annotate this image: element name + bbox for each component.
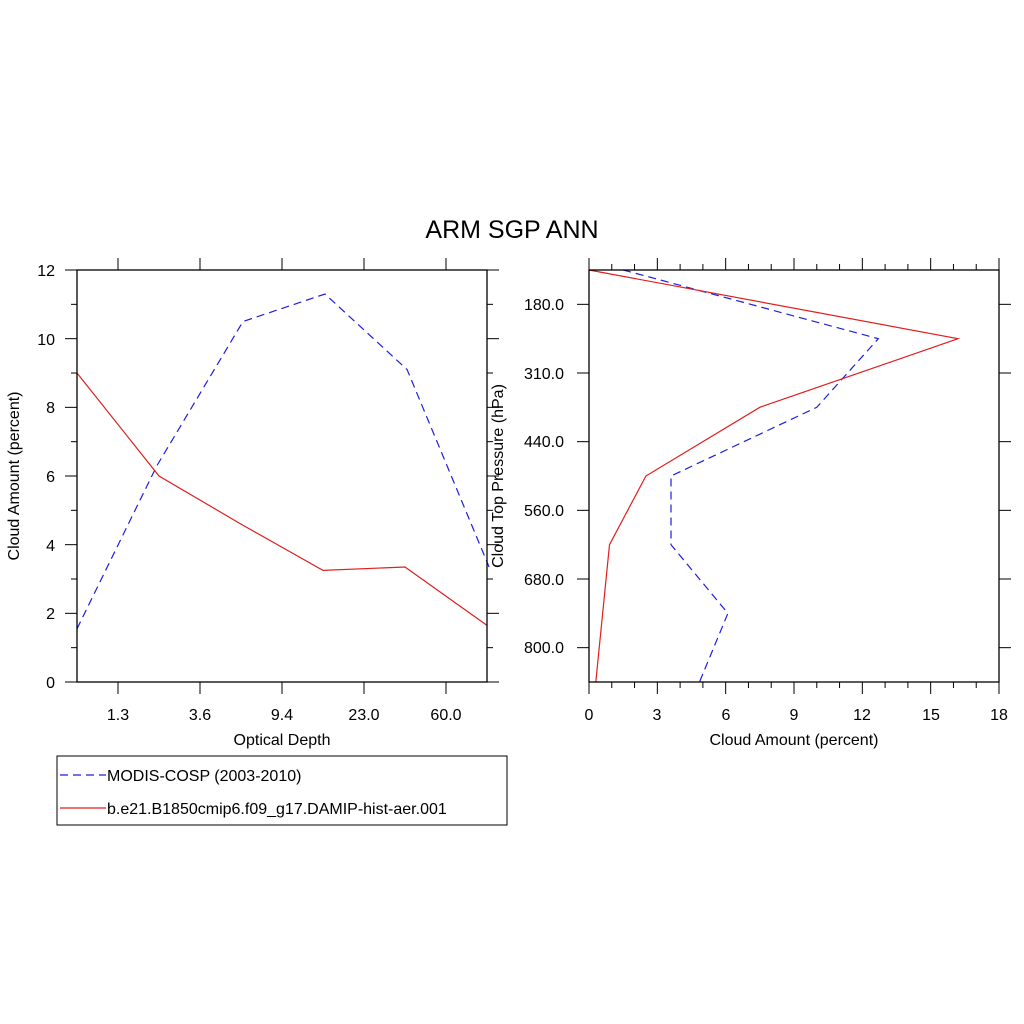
right-x-tick-label: 18 (990, 707, 1008, 724)
figure-title: ARM SGP ANN (425, 216, 598, 244)
series-line-obs (76, 293, 490, 630)
right-y-axis-label: Cloud Top Pressure (hPa) (490, 384, 507, 568)
right-x-tick-label: 6 (722, 707, 731, 724)
left-y-tick-label: 0 (46, 675, 55, 692)
left-x-axis-label: Optical Depth (234, 732, 331, 749)
left-x-tick-label: 9.4 (271, 707, 293, 724)
right-x-tick-labels: 0 3 6 9 12 15 18 (585, 707, 1008, 724)
left-y-tick-label: 8 (46, 400, 55, 417)
right-plot-frame (588, 269, 1000, 683)
left-y-tick-label: 2 (46, 606, 55, 623)
left-y-tick-labels: 0 2 4 6 8 10 12 (37, 263, 55, 692)
right-y-tick-label: 180.0 (524, 297, 564, 314)
right-y-tick-label: 310.0 (524, 366, 564, 383)
right-x-tick-label: 0 (585, 707, 594, 724)
legend-label-model: b.e21.B1850cmip6.f09_g17.DAMIP-hist-aer.… (107, 801, 447, 818)
left-x-tick-label: 1.3 (107, 707, 129, 724)
left-x-tick-label: 23.0 (348, 707, 379, 724)
right-x-axis-label: Cloud Amount (percent) (710, 732, 879, 749)
left-x-tick-label: 60.0 (430, 707, 461, 724)
left-plot-frame (76, 269, 488, 683)
series-line-model (76, 372, 488, 626)
right-y-tick-label: 560.0 (524, 503, 564, 520)
left-y-tick-label: 12 (37, 263, 55, 280)
right-y-tick-label: 680.0 (524, 572, 564, 589)
left-tick-marks (65, 258, 499, 694)
right-x-tick-label: 15 (922, 707, 940, 724)
left-x-tick-labels: 1.3 3.6 9.4 23.0 60.0 (107, 707, 462, 724)
right-y-tick-label: 800.0 (524, 640, 564, 657)
right-panel: 0 3 6 9 12 15 18 180.0 310.0 440.0 560.0… (490, 258, 1011, 749)
series-line-obs (623, 269, 880, 683)
right-y-tick-label: 440.0 (524, 434, 564, 451)
right-x-tick-label: 12 (853, 707, 871, 724)
legend: MODIS-COSP (2003-2010) b.e21.B1850cmip6.… (56, 755, 508, 826)
right-x-tick-label: 9 (790, 707, 799, 724)
legend-box (56, 755, 508, 826)
left-panel: 1.3 3.6 9.4 23.0 60.0 0 2 4 6 8 10 12 Op… (6, 258, 499, 749)
legend-label-obs: MODIS-COSP (2003-2010) (107, 768, 301, 785)
left-x-tick-label: 3.6 (189, 707, 211, 724)
left-y-axis-label: Cloud Amount (percent) (6, 392, 23, 561)
series-line-model (588, 269, 961, 683)
right-plot-marks (588, 269, 961, 683)
right-tick-marks (577, 258, 1011, 694)
right-y-tick-labels: 180.0 310.0 440.0 560.0 680.0 800.0 (524, 297, 564, 657)
left-y-tick-label: 10 (37, 332, 55, 349)
right-x-tick-label: 3 (653, 707, 662, 724)
left-plot-marks (76, 293, 490, 630)
left-y-tick-label: 6 (46, 469, 55, 486)
left-y-tick-label: 4 (46, 538, 55, 555)
